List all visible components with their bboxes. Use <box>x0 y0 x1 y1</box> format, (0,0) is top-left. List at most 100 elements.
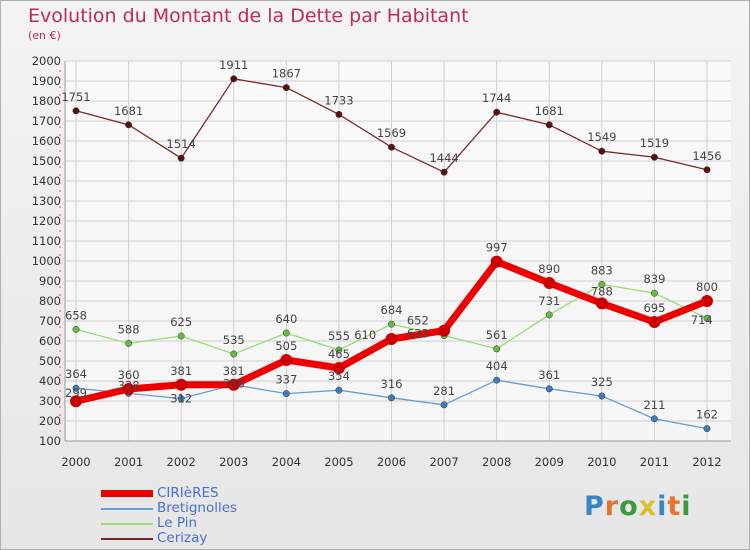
data-point-bretignolles <box>177 395 185 403</box>
x-tick-label: 2002 <box>167 455 196 469</box>
data-point-ciri-res <box>701 295 713 307</box>
y-tick-label: 600 <box>39 334 61 348</box>
data-label-bretignolles: 211 <box>643 398 665 412</box>
data-point-le-pin <box>703 314 711 322</box>
data-label-ciri-res: 997 <box>486 241 508 255</box>
data-label-cerizay: 1444 <box>429 151 458 165</box>
data-point-ciri-res <box>543 277 556 289</box>
data-label-extra: 633 <box>407 326 429 340</box>
x-tick-label: 2010 <box>587 455 616 469</box>
logo-letter: o <box>619 491 639 522</box>
data-label-extra: 364 <box>65 367 87 381</box>
data-label-ciri-res: 465 <box>328 347 350 361</box>
data-label-cerizay: 1911 <box>219 58 248 72</box>
legend-item-le-pin: Le Pin <box>101 516 237 531</box>
data-point-ciri-res <box>648 316 661 328</box>
data-label-le-pin: 684 <box>381 303 403 317</box>
data-label-extra: 652 <box>407 314 429 328</box>
data-label-cerizay: 1681 <box>114 104 143 118</box>
logo-letter: t <box>667 491 682 522</box>
x-tick-label: 2001 <box>114 455 143 469</box>
data-point-le-pin <box>282 329 290 337</box>
data-point-bretignolles <box>545 385 553 393</box>
data-label-le-pin: 555 <box>328 329 350 343</box>
data-label-le-pin: 535 <box>223 333 245 347</box>
logo-letter: i <box>657 491 668 522</box>
data-label-extra: 312 <box>170 392 192 406</box>
data-label-bretignolles: 361 <box>538 368 560 382</box>
data-point-bretignolles <box>598 392 606 400</box>
x-tick-label: 2005 <box>324 455 353 469</box>
data-point-cerizay <box>493 108 501 116</box>
data-label-extra: 610 <box>354 328 376 342</box>
data-point-le-pin <box>125 339 133 347</box>
y-tick-label: 500 <box>39 354 61 368</box>
data-point-bretignolles <box>335 386 343 394</box>
data-label-bretignolles: 325 <box>591 375 613 389</box>
legend-swatch-cerizay <box>101 537 153 540</box>
x-tick-label: 2006 <box>377 455 406 469</box>
data-point-bretignolles <box>388 394 395 402</box>
data-point-cerizay <box>703 166 711 174</box>
data-point-ciri-res <box>227 378 240 391</box>
y-tick-label: 1900 <box>32 74 61 88</box>
y-tick-label: 800 <box>39 294 61 308</box>
data-point-bretignolles <box>282 390 290 398</box>
data-label-extra: 381 <box>170 364 192 378</box>
legend-label-cerizay: Cerizay <box>157 530 208 546</box>
data-label-cerizay: 1733 <box>324 93 353 107</box>
data-point-le-pin <box>493 345 501 353</box>
y-tick-label: 700 <box>39 314 61 328</box>
data-label-le-pin: 658 <box>65 308 87 322</box>
data-label-cerizay: 1569 <box>377 126 406 140</box>
y-tick-label: 1400 <box>32 174 61 188</box>
data-point-cerizay <box>177 154 185 162</box>
y-tick-label: 1100 <box>32 234 61 248</box>
data-point-le-pin <box>230 350 238 358</box>
plot-area <box>65 61 731 441</box>
data-label-bretignolles: 316 <box>381 377 403 391</box>
data-label-cerizay: 1549 <box>587 130 616 144</box>
data-label-extra: 360 <box>118 368 140 382</box>
data-label-bretignolles: 404 <box>486 359 508 373</box>
y-tick-label: 1600 <box>32 134 61 148</box>
data-label-cerizay: 1514 <box>167 137 196 151</box>
data-label-le-pin: 625 <box>170 315 192 329</box>
data-point-cerizay <box>125 121 133 129</box>
y-tick-label: 300 <box>39 394 61 408</box>
data-point-cerizay <box>598 147 606 155</box>
data-label-ciri-res: 505 <box>275 339 297 353</box>
data-point-le-pin <box>177 332 185 340</box>
data-point-ciri-res <box>70 395 82 408</box>
data-label-ciri-res: 800 <box>696 280 718 294</box>
data-point-le-pin <box>335 346 343 354</box>
data-label-le-pin: 731 <box>538 294 560 308</box>
logo-letter: P <box>584 491 605 522</box>
logo-letter: x <box>638 491 658 522</box>
legend-swatch-bretignolles <box>101 507 153 510</box>
data-label-cerizay: 1744 <box>482 91 511 105</box>
data-point-cerizay <box>545 121 553 129</box>
data-label-cerizay: 1867 <box>272 67 301 81</box>
data-label-le-pin: 839 <box>643 272 665 286</box>
data-label-extra: 299 <box>65 386 87 400</box>
data-point-cerizay <box>230 75 238 83</box>
logo-letter: i <box>681 491 692 522</box>
y-tick-label: 2000 <box>32 54 61 68</box>
legend-label-cirieres: CIRIèRES <box>157 485 219 501</box>
data-point-ciri-res <box>438 324 451 337</box>
x-tick-label: 2008 <box>482 455 511 469</box>
data-label-le-pin: 883 <box>591 263 613 277</box>
data-point-ciri-res <box>175 378 188 391</box>
y-tick-label: 100 <box>39 434 61 448</box>
data-point-le-pin <box>598 280 606 288</box>
logo-letter: r <box>604 491 620 522</box>
data-label-cerizay: 1681 <box>535 104 564 118</box>
data-label-le-pin: 561 <box>486 328 508 342</box>
y-tick-label: 1000 <box>32 254 61 268</box>
y-tick-label: 400 <box>39 374 61 388</box>
data-label-bretignolles: 337 <box>275 373 297 387</box>
data-label-cerizay: 1456 <box>692 149 721 163</box>
y-tick-label: 200 <box>39 414 61 428</box>
